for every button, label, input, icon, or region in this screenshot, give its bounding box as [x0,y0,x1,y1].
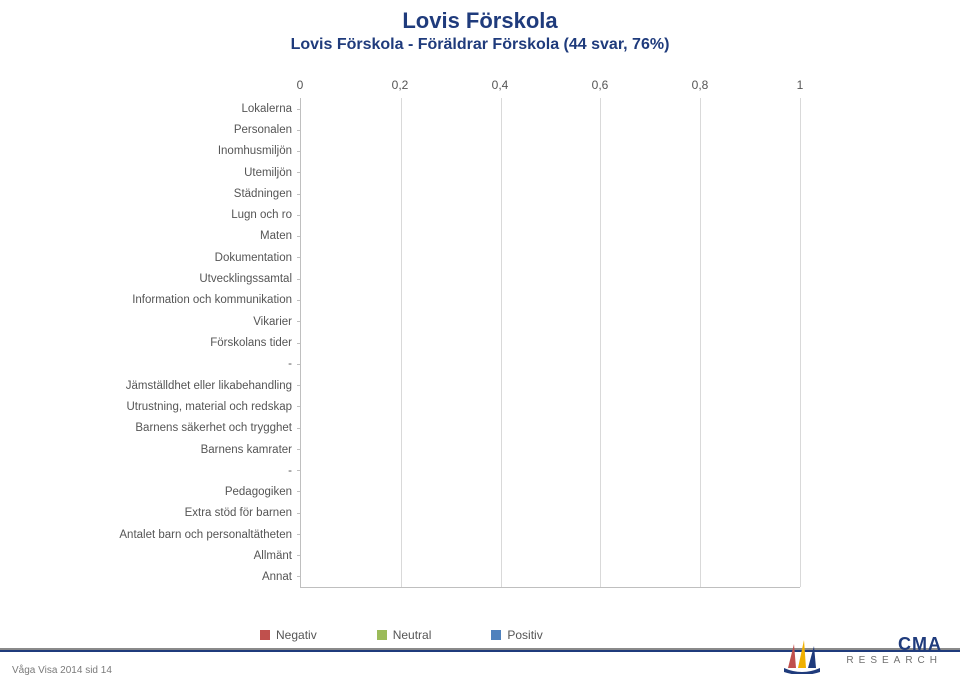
category-label: Inomhusmiljön [60,145,292,157]
category-label: Lugn och ro [60,209,292,221]
category-label: Utvecklingssamtal [60,273,292,285]
x-tick-label: 0,6 [592,78,609,92]
plot-area [300,98,800,588]
legend-swatch [377,630,387,640]
category-label: Annat [60,571,292,583]
category-label: Lokalerna [60,103,292,115]
category-label: Dokumentation [60,252,292,264]
x-tick-label: 0 [297,78,304,92]
sail-icon [782,638,822,674]
legend-item: Negativ [260,628,317,642]
legend-label: Neutral [393,628,432,642]
x-tick-label: 0,8 [692,78,709,92]
category-label: Information och kommunikation [60,294,292,306]
category-label: Pedagogiken [60,486,292,498]
chart-title: Lovis Förskola [0,8,960,34]
legend-item: Positiv [491,628,542,642]
x-tick-label: 1 [797,78,804,92]
gridline [600,98,601,587]
legend-swatch [491,630,501,640]
category-label: Förskolans tider [60,337,292,349]
category-label: Maten [60,230,292,242]
category-label: Extra stöd för barnen [60,507,292,519]
gridline [501,98,502,587]
x-tick-label: 0,4 [492,78,509,92]
category-label: Barnens säkerhet och trygghet [60,422,292,434]
x-axis-labels: 00,20,40,60,81 [300,78,800,98]
legend-swatch [260,630,270,640]
category-label: Utemiljön [60,167,292,179]
chart-area: 00,20,40,60,81 LokalernaPersonalenInomhu… [60,78,800,588]
category-label: Vikarier [60,316,292,328]
y-axis-categories: Lokalerna Personalen Inomhusmiljön Utemiljö… [60,98,300,588]
legend: Negativ Neutral Positiv [260,628,543,642]
logo-text-top: CMA [822,634,942,655]
chart-subtitle: Lovis Förskola - Föräldrar Förskola (44 … [0,36,960,54]
gridline [700,98,701,587]
footer-text: Våga Visa 2014 sid 14 [12,665,112,676]
category-label: - [60,358,292,370]
category-label: Jämställdhet eller likabehandling [60,380,292,392]
gridline [800,98,801,587]
logo-text-bottom: RESEARCH [822,655,942,666]
category-label: Utrustning, material och redskap [60,401,292,413]
legend-label: Positiv [507,628,542,642]
category-label: Antalet barn och personaltätheten [60,529,292,541]
category-label: - [60,465,292,477]
category-label: Personalen [60,124,292,136]
gridline [401,98,402,587]
legend-label: Negativ [276,628,317,642]
legend-item: Neutral [377,628,432,642]
category-label: Barnens kamrater [60,444,292,456]
cma-logo: CMA RESEARCH [822,634,942,684]
category-label: Allmänt [60,550,292,562]
category-label: Städningen [60,188,292,200]
x-tick-label: 0,2 [392,78,409,92]
